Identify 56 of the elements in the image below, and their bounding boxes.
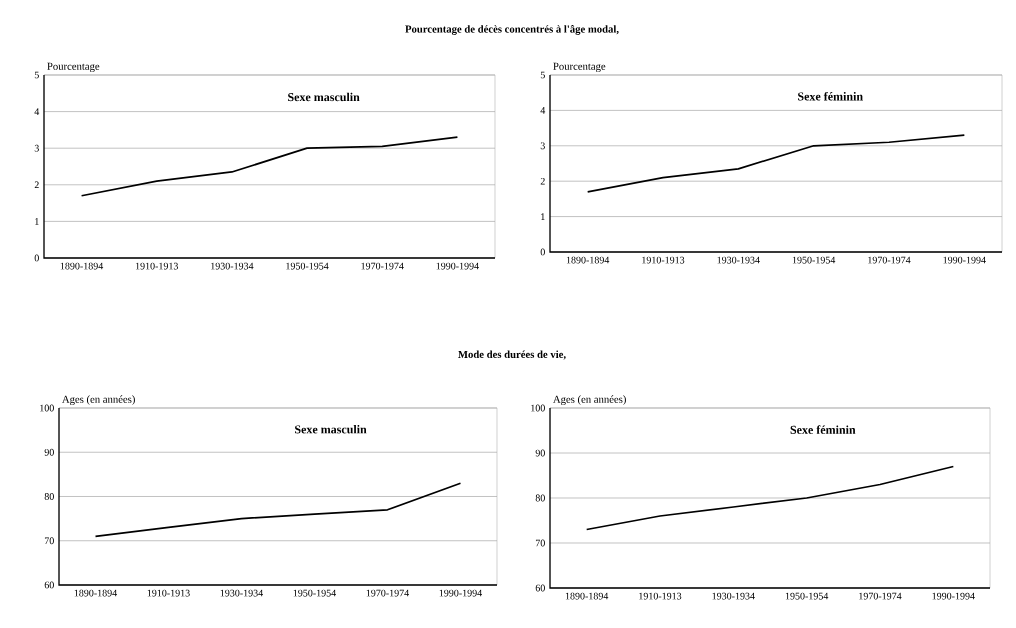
y-tick-label: 60	[44, 581, 54, 589]
x-tick-label: 1930-1934	[712, 592, 755, 600]
y-tick-label: 4	[34, 108, 40, 115]
y-tick-label: 3	[540, 142, 545, 150]
y-tick-label: 1	[541, 213, 545, 220]
x-tick-label: 1950-1954	[785, 592, 829, 600]
y-tick-label: 2	[540, 177, 545, 185]
y-tick-label: 5	[34, 71, 39, 79]
y-tick-label: 80	[44, 493, 54, 500]
x-tick-label: 1990-1994	[932, 592, 975, 600]
x-tick-label: 1890-1894	[60, 262, 104, 270]
y-axis-title: Pourcentage	[47, 62, 100, 73]
y-tick-label: 80	[535, 494, 545, 502]
x-tick-label: 1990-1994	[436, 262, 479, 270]
x-tick-label: 1910-1913	[147, 589, 190, 597]
annotation: Sexe féminin	[798, 91, 863, 101]
y-tick-label: 0	[34, 254, 39, 262]
y-tick-label: 70	[44, 537, 54, 545]
annotation: Sexe masculin	[288, 92, 360, 102]
y-tick-label: 2	[34, 181, 39, 189]
x-tick-label: 1970-1974	[859, 592, 902, 600]
y-tick-label: 70	[535, 539, 545, 547]
y-axis-title: Ages (en années)	[62, 395, 135, 406]
y-tick-label: 1	[35, 218, 39, 225]
y-tick-label: 90	[44, 448, 54, 456]
x-tick-label: 1990-1994	[439, 589, 483, 597]
x-tick-label: 1890-1894	[565, 592, 609, 600]
x-tick-label: 1930-1934	[220, 589, 264, 597]
x-tick-label: 1910-1913	[639, 592, 682, 600]
x-tick-label: 1950-1954	[792, 256, 836, 264]
x-tick-label: 1970-1974	[361, 262, 404, 270]
y-tick-label: 60	[535, 584, 545, 592]
x-tick-label: 1910-1913	[135, 262, 179, 270]
chart-title: Pourcentage de décès concentrés à l'âge modal,	[405, 25, 619, 35]
chart-title: Mode des durées de vie,	[458, 350, 566, 360]
x-tick-label: 1950-1954	[293, 589, 337, 597]
x-tick-label: 1970-1974	[868, 256, 911, 264]
y-axis-title: Ages (en années)	[553, 395, 626, 406]
x-tick-label: 1990-1994	[943, 256, 986, 264]
y-tick-label: 90	[535, 449, 545, 457]
y-axis-title: Pourcentage	[553, 62, 606, 73]
x-tick-label: 1930-1934	[717, 256, 760, 264]
y-tick-label: 100	[40, 404, 54, 412]
y-tick-label: 5	[540, 71, 545, 79]
x-tick-label: 1890-1894	[74, 589, 118, 597]
y-tick-label: 3	[34, 144, 39, 152]
x-tick-label: 1970-1974	[366, 589, 410, 597]
annotation: Sexe masculin	[295, 425, 367, 434]
y-tick-label: 100	[531, 404, 545, 412]
x-tick-label: 1890-1894	[566, 256, 610, 264]
annotation: Sexe féminin	[790, 425, 856, 434]
x-tick-label: 1930-1934	[211, 262, 254, 270]
x-tick-label: 1910-1913	[642, 256, 685, 264]
y-tick-label: 4	[540, 107, 546, 114]
y-tick-label: 0	[540, 248, 545, 256]
x-tick-label: 1950-1954	[286, 262, 329, 270]
